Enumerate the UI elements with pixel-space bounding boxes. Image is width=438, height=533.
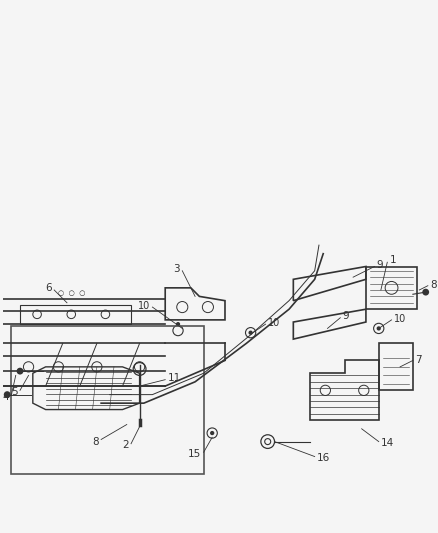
Text: 7: 7: [415, 354, 422, 365]
Circle shape: [4, 391, 11, 398]
Circle shape: [17, 368, 23, 375]
Text: 3: 3: [173, 264, 180, 273]
Text: 1: 1: [389, 255, 396, 265]
Circle shape: [377, 326, 381, 330]
Bar: [11, 326, 204, 474]
Text: 10: 10: [394, 313, 406, 324]
Circle shape: [176, 322, 180, 326]
Text: 15: 15: [188, 449, 201, 458]
Text: 16: 16: [317, 453, 330, 463]
Circle shape: [210, 431, 214, 435]
Text: 8: 8: [92, 437, 99, 447]
Text: 8: 8: [430, 280, 437, 290]
Text: 5: 5: [11, 387, 18, 397]
Text: 10: 10: [268, 318, 280, 328]
Bar: [20, 305, 131, 324]
Text: 14: 14: [381, 438, 394, 448]
Text: 2: 2: [122, 440, 129, 450]
Text: 11: 11: [167, 374, 180, 383]
Text: 10: 10: [138, 301, 150, 311]
Text: ○  ○  ○: ○ ○ ○: [57, 290, 85, 296]
Text: 9: 9: [377, 260, 383, 270]
Text: 6: 6: [46, 283, 52, 293]
Circle shape: [248, 330, 253, 335]
Text: 9: 9: [343, 311, 349, 321]
Text: 4: 4: [3, 392, 9, 402]
Circle shape: [422, 289, 429, 295]
